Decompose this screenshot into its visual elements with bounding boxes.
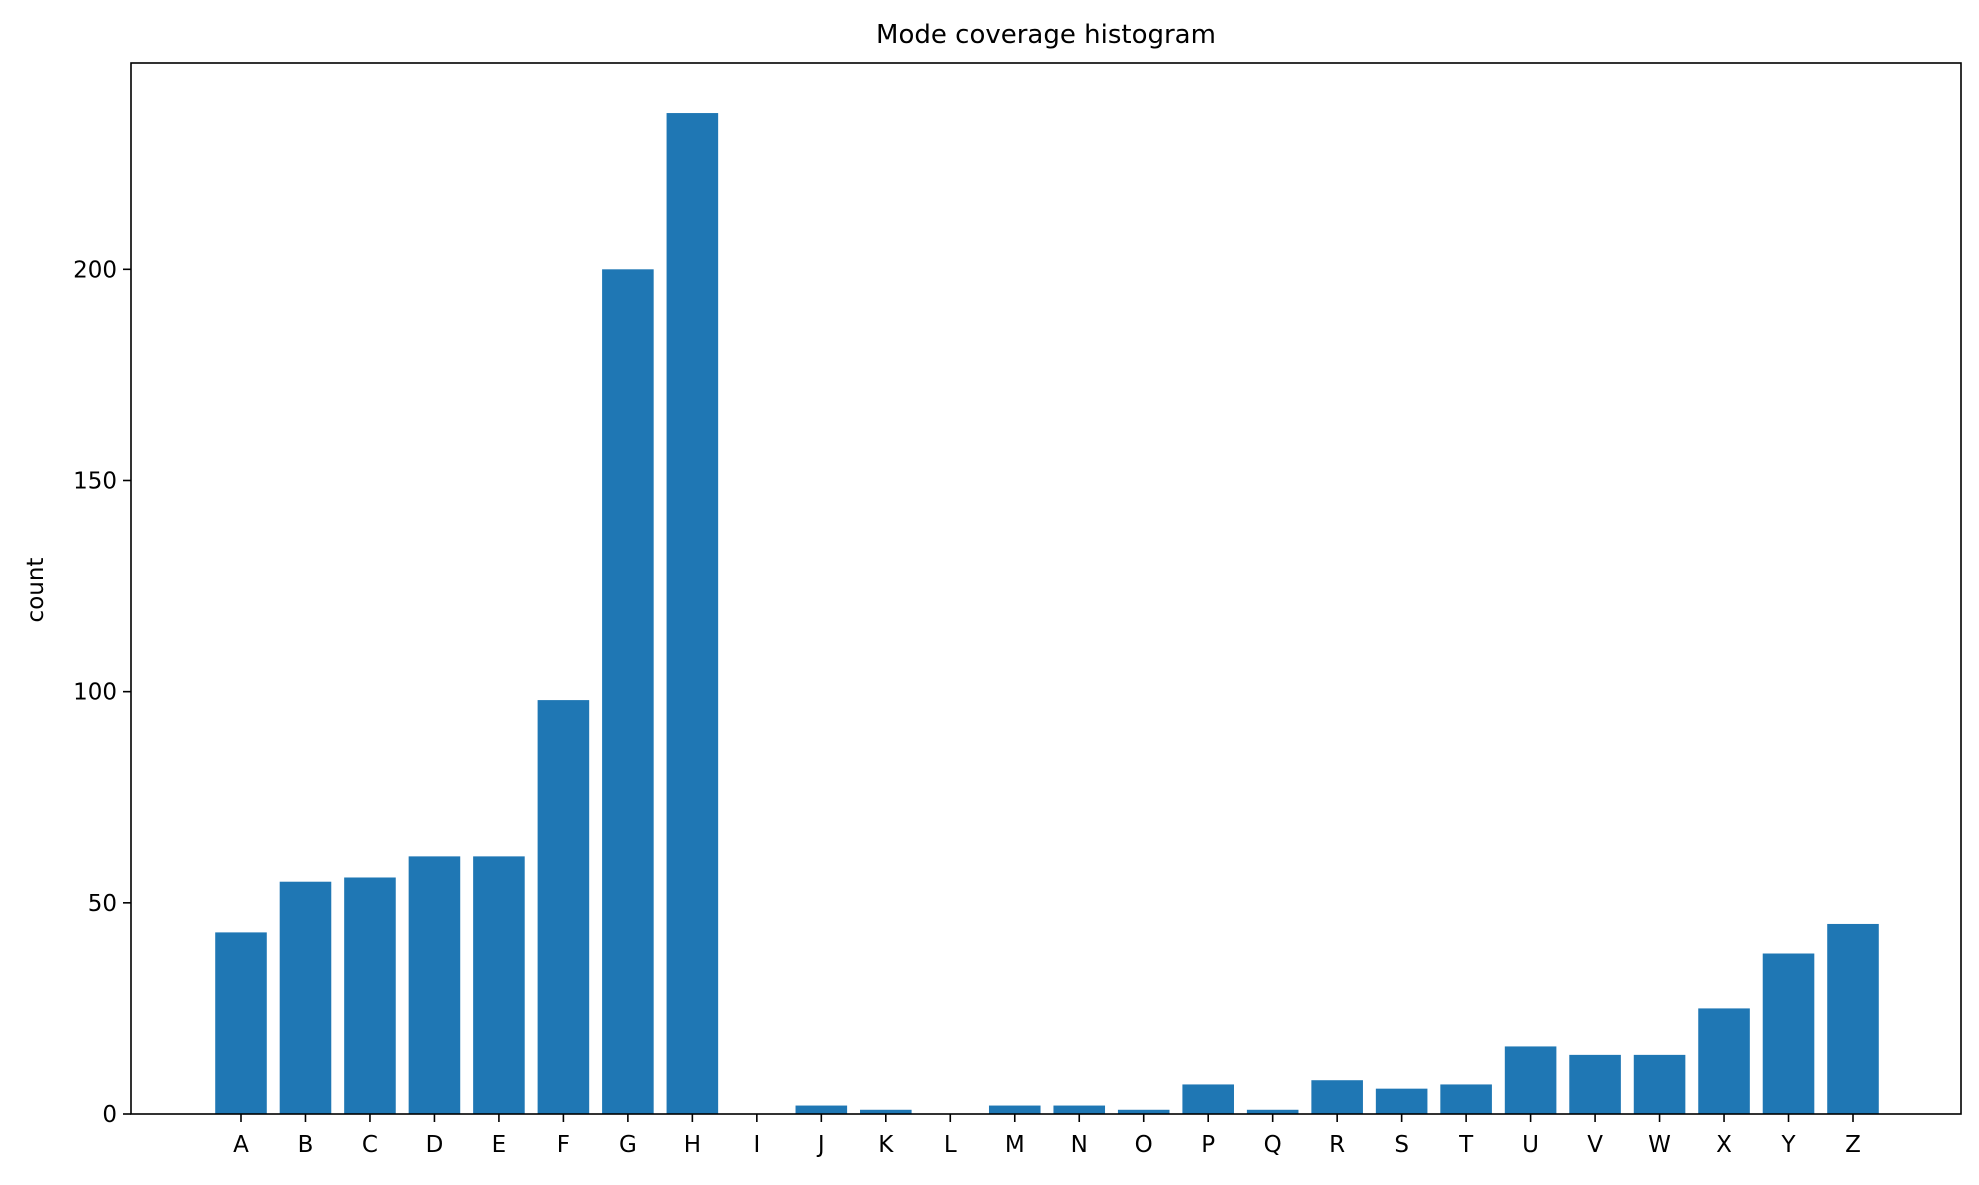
bar-J [795,1105,848,1114]
x-tick-label-N: N [1071,1132,1088,1158]
plot-frame [130,62,1962,1115]
x-tick-label-P: P [1201,1132,1215,1158]
x-tick-label-A: A [233,1132,249,1158]
y-tick-label-150: 150 [73,468,117,494]
x-tick-label-K: K [878,1132,894,1158]
bar-V [1569,1054,1621,1114]
x-tick-label-W: W [1648,1132,1671,1158]
bar-Y [1762,953,1815,1114]
x-tick-label-F: F [557,1132,570,1158]
bar-E [473,856,525,1114]
bar-S [1375,1088,1428,1114]
x-tick-label-B: B [298,1132,314,1158]
bar-Z [1827,923,1879,1114]
x-tick-label-X: X [1716,1132,1732,1158]
x-tick-label-J: J [816,1132,825,1158]
x-tick-label-R: R [1329,1132,1345,1158]
bar-C [344,877,396,1114]
x-tick-label-Q: Q [1264,1132,1282,1158]
bar-B [279,881,332,1114]
bar-N [1053,1105,1106,1114]
bar-U [1504,1046,1557,1114]
bar-P [1182,1084,1234,1114]
x-tick-label-Z: Z [1845,1132,1861,1158]
bar-T [1440,1084,1492,1114]
bar-W [1633,1054,1686,1114]
bar-A [215,932,267,1114]
x-tick-label-U: U [1522,1132,1539,1158]
x-tick-label-O: O [1135,1132,1153,1158]
bar-H [666,113,719,1115]
y-tick-label-100: 100 [73,680,117,706]
x-tick-label-S: S [1394,1132,1409,1158]
x-tick-label-D: D [426,1132,444,1158]
x-tick-label-V: V [1587,1132,1603,1158]
bar-R [1311,1080,1363,1114]
y-tick-label-200: 200 [73,257,117,283]
x-tick-label-Y: Y [1780,1132,1796,1158]
bar-F [537,700,590,1114]
bar-X [1698,1008,1750,1114]
y-tick-label-50: 50 [88,891,117,917]
x-tick-label-C: C [362,1132,378,1158]
bar-K [860,1109,912,1114]
y-axis-label: count [23,558,49,623]
bar-O [1117,1109,1170,1114]
x-tick-label-L: L [944,1132,957,1158]
x-tick-label-H: H [684,1132,701,1158]
bar-D [408,856,461,1114]
bar-G [602,269,654,1114]
y-axis: 0 50 100 150 200 [73,257,131,1128]
x-tick-label-I: I [753,1132,760,1158]
bar-Q [1246,1109,1299,1114]
x-tick-label-E: E [492,1132,507,1158]
chart-title: Mode coverage histogram [876,20,1216,50]
bars-group [215,113,1879,1115]
bar-M [988,1105,1041,1114]
y-tick-label-0: 0 [102,1102,117,1128]
x-tick-label-G: G [619,1132,637,1158]
x-tick-label-M: M [1005,1132,1025,1158]
x-tick-label-T: T [1458,1132,1474,1158]
x-axis: A B C D E F G H I J K L M N O P Q R S T U V W X Y Z [233,1114,1861,1158]
